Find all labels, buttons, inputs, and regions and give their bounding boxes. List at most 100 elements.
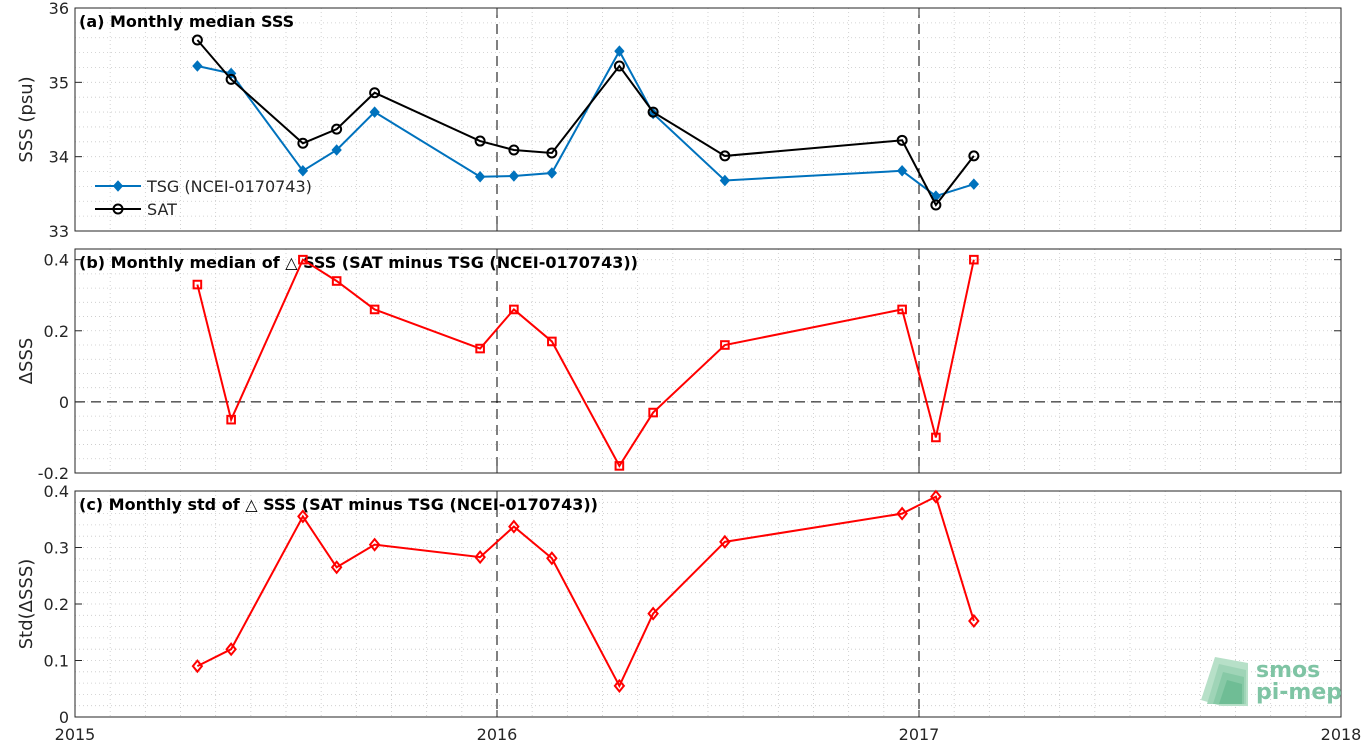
data-point (369, 304, 380, 315)
data-point (719, 534, 731, 549)
data-point (112, 203, 124, 215)
x-tick-label: 2017 (899, 725, 940, 744)
legend: TSG (NCEI-0170743) SAT (95, 177, 312, 219)
data-point (331, 123, 343, 135)
data-point (719, 150, 731, 162)
panel-title: (b) Monthly median of △ SSS (SAT minus T… (79, 253, 638, 272)
data-point (613, 678, 626, 694)
data-point (192, 60, 203, 72)
plot-frame (74, 248, 1342, 474)
y-tick-label: 0.4 (44, 482, 69, 501)
y-tick-label: 0.2 (44, 322, 69, 341)
data-point (475, 343, 485, 354)
data-point (297, 165, 309, 177)
series-line (196, 495, 975, 689)
data-point (647, 606, 659, 621)
data-point (368, 537, 381, 552)
plot-frame (74, 490, 1342, 718)
data-point (896, 134, 908, 146)
data-point (297, 509, 309, 524)
data-point (720, 340, 730, 350)
data-point (192, 279, 203, 290)
data-point (369, 106, 380, 118)
data-point (719, 174, 731, 187)
data-point (330, 560, 343, 575)
data-point (331, 144, 342, 156)
data-point (474, 550, 486, 565)
panel-a-monthly-median-sss: 33 34 35 36 SSS (psu) (a) Monthly median SSS T… (16, 0, 1342, 241)
y-tick-label: 36 (49, 0, 69, 18)
data-point (508, 519, 520, 534)
y-tick-label: 0 (59, 393, 69, 412)
data-point (968, 178, 980, 190)
plot-frame (74, 7, 1342, 232)
plot-area (75, 8, 1341, 231)
data-point (298, 254, 308, 265)
y-axis-label: SSS (psu) (16, 76, 37, 162)
data-point (930, 489, 942, 504)
series-line (196, 39, 975, 207)
y-tick-label: 0.4 (44, 251, 69, 270)
y-tick-label: 34 (49, 148, 69, 167)
smos-pi-mep-logo: smos pi-mep (1201, 657, 1342, 706)
data-point (647, 106, 659, 118)
data-point (546, 147, 558, 159)
y-tick-label: 0.1 (44, 652, 69, 671)
data-point (191, 659, 204, 674)
legend-entry: TSG (NCEI-0170743) (146, 177, 312, 196)
series-delta-2 (191, 489, 980, 694)
x-tick-label: 2016 (477, 725, 518, 744)
series-line (196, 258, 975, 468)
data-point (896, 506, 908, 521)
data-point (614, 45, 625, 57)
data-point (897, 304, 907, 315)
panel-title: (c) Monthly std of △ SSS (SAT minus TSG … (79, 495, 598, 514)
y-tick-label: 0.3 (44, 539, 69, 558)
logo-line2: pi-mep (1256, 680, 1342, 705)
y-tick-label: 35 (49, 73, 69, 92)
data-point (297, 137, 309, 149)
series-delta-1 (192, 254, 979, 471)
data-point (931, 432, 941, 443)
data-point (930, 199, 942, 211)
y-tick-label: -0.2 (38, 464, 69, 483)
series-line (197, 49, 975, 198)
data-point (331, 276, 342, 286)
data-point (508, 144, 520, 156)
panel-b-monthly-median-delta-sss: -0.2 0 0.2 0.4 ΔSSS (b) Monthly median of △ S… (16, 248, 1342, 483)
y-axis-label: Std(ΔSSS) (16, 559, 37, 650)
data-point (969, 254, 979, 265)
panel-c-monthly-std-delta-sss: 0 0.1 0.2 0.3 0.4 2015 2016 2017 2018 Std(ΔSSS) (c… (16, 482, 1361, 744)
data-point (508, 170, 520, 182)
data-point (968, 150, 980, 162)
data-point (226, 414, 236, 425)
data-point (648, 407, 658, 418)
data-point (191, 34, 203, 46)
data-point (896, 165, 908, 177)
y-tick-label: 0 (59, 708, 69, 727)
data-point (474, 135, 486, 147)
y-tick-label: 33 (49, 222, 69, 241)
data-point (613, 60, 625, 72)
series-sat (191, 34, 980, 211)
data-point (547, 336, 557, 347)
data-point (225, 642, 237, 657)
data-point (509, 304, 519, 315)
data-point (369, 87, 381, 99)
panel-title: (a) Monthly median SSS (79, 12, 294, 31)
y-tick-label: 0.2 (44, 595, 69, 614)
data-point (614, 461, 625, 471)
data-point (546, 551, 558, 566)
x-tick-label: 2015 (55, 725, 96, 744)
data-point (968, 613, 980, 629)
data-point (546, 167, 558, 179)
data-point (474, 170, 486, 183)
data-point (112, 180, 124, 192)
y-axis-label: ΔSSS (16, 338, 37, 385)
logo-line1: smos (1256, 658, 1320, 683)
legend-entry: SAT (147, 200, 177, 219)
x-tick-label: 2018 (1321, 725, 1362, 744)
logo-mark-icon (1201, 657, 1248, 706)
data-point (225, 73, 237, 85)
